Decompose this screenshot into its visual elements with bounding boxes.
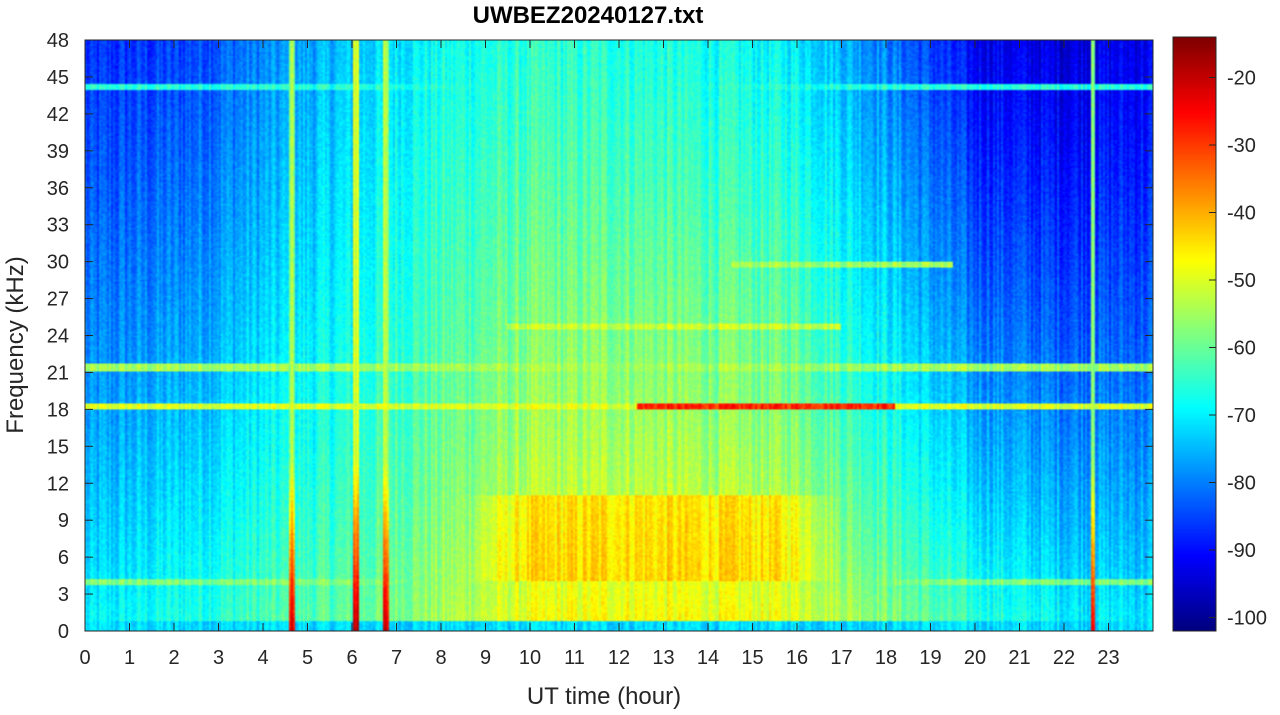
y-tick-label: 12 (47, 473, 69, 495)
y-tick-label: 36 (47, 178, 69, 200)
y-tick-label: 21 (47, 362, 69, 384)
y-tick-label: 0 (58, 621, 69, 643)
y-tick-label: 3 (58, 584, 69, 606)
x-axis-ticks: 0 1 2 3 4 5 6 7 8 9 10 11 12 13 14 15 16 17 18 19 20 21 22 23 (79, 40, 1120, 669)
y-tick-label: 24 (47, 326, 69, 348)
x-tick-label: 21 (1008, 647, 1030, 669)
colorbar-tick-label: -30 (1227, 135, 1256, 157)
x-tick-label: 1 (124, 647, 135, 669)
x-tick-label: 23 (1097, 647, 1119, 669)
y-tick-label: 42 (47, 104, 69, 126)
x-tick-label: 12 (608, 647, 630, 669)
colorbar-tick-label: -60 (1227, 338, 1256, 360)
x-tick-label: 17 (830, 647, 852, 669)
x-tick-label: 6 (346, 647, 357, 669)
x-tick-label: 0 (79, 647, 90, 669)
colorbar-frame (1172, 36, 1217, 632)
x-tick-label: 20 (964, 647, 986, 669)
x-tick-label: 18 (875, 647, 897, 669)
y-tick-label: 6 (58, 547, 69, 569)
colorbar-tick-label: -100 (1227, 608, 1267, 630)
y-tick-label: 45 (47, 67, 69, 89)
x-tick-label: 11 (564, 647, 585, 669)
y-tick-label: 15 (47, 436, 69, 458)
colorbar-ticks: -20 -30 -40 -50 -60 -70 -80 -90 -100 (1209, 68, 1267, 630)
colorbar-tick-label: -70 (1227, 405, 1256, 427)
colorbar-tick-label: -90 (1227, 540, 1256, 562)
colorbar: -20 -30 -40 -50 -60 -70 -80 -90 -100 (1172, 36, 1267, 632)
colorbar-tick-label: -20 (1227, 68, 1256, 90)
y-axis-label: Frequency (kHz) (2, 256, 29, 433)
x-tick-label: 16 (786, 647, 808, 669)
x-tick-label: 13 (652, 647, 674, 669)
x-tick-label: 9 (480, 647, 491, 669)
y-tick-label: 39 (47, 141, 69, 163)
x-tick-label: 3 (213, 647, 224, 669)
x-tick-label: 4 (257, 647, 268, 669)
x-tick-label: 19 (919, 647, 941, 669)
y-tick-label: 30 (47, 252, 69, 274)
y-tick-label: 9 (58, 510, 69, 532)
plot-area (84, 39, 1154, 632)
colorbar-tick-label: -80 (1227, 473, 1256, 495)
x-tick-label: 7 (391, 647, 402, 669)
colorbar-tick-label: -50 (1227, 270, 1256, 292)
x-tick-label: 8 (435, 647, 446, 669)
x-axis-label: UT time (hour) (527, 683, 681, 710)
y-tick-label: 48 (47, 30, 69, 52)
x-tick-label: 15 (741, 647, 763, 669)
chart-title: UWBEZ20240127.txt (473, 2, 704, 29)
y-tick-label: 18 (47, 399, 69, 421)
y-tick-label: 33 (47, 215, 69, 237)
y-tick-label: 27 (47, 289, 69, 311)
spectrogram-heatmap (85, 40, 1153, 631)
x-tick-label: 10 (519, 647, 541, 669)
colorbar-tick-label: -40 (1227, 203, 1256, 225)
colorbar-gradient (1173, 37, 1216, 631)
x-tick-label: 5 (302, 647, 313, 669)
x-tick-label: 22 (1053, 647, 1075, 669)
x-tick-label: 14 (697, 647, 719, 669)
x-tick-label: 2 (168, 647, 179, 669)
